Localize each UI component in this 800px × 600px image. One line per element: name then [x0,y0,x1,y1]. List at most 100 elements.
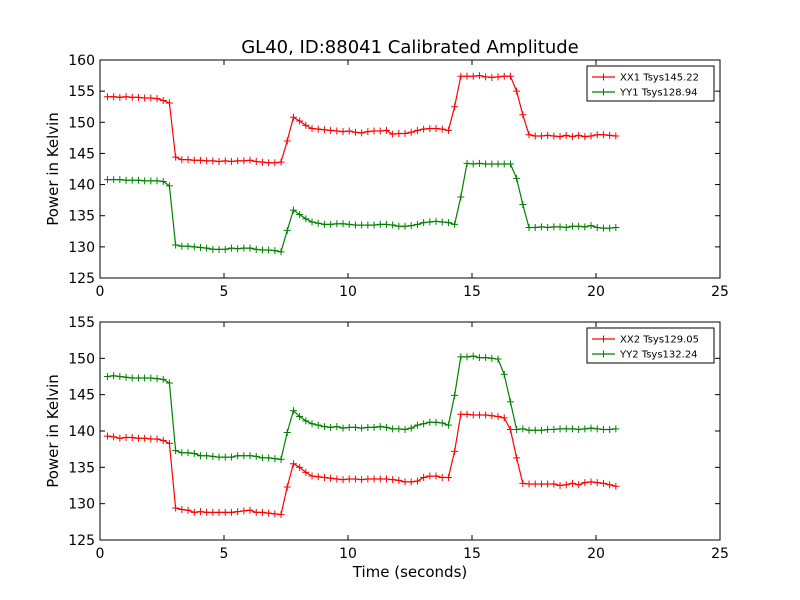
data-point [296,463,304,471]
data-point [513,87,521,95]
plot-panel-bottom: 0 5 10 15 20 25 125 130 135 140 145 150 155 Power in … [44,315,729,581]
data-point [172,504,180,512]
data-point [420,125,428,133]
data-point [122,434,130,442]
data-point [562,425,570,433]
series-markers-0 [103,72,620,167]
data-point [227,244,235,252]
series-markers-1 [103,352,620,463]
data-point [451,103,459,111]
data-point [556,482,564,489]
data-point [395,476,403,484]
data-point [599,426,607,434]
data-point [308,218,316,226]
data-point [147,374,155,382]
data-point [302,417,310,425]
data-point [444,219,452,227]
y-tick-label: 155 [68,315,95,331]
data-point [351,423,359,431]
data-point [389,130,397,138]
data-point [376,475,384,483]
data-point [575,426,583,434]
data-point [606,224,614,232]
data-point [240,157,248,165]
data-point [196,243,204,251]
x-tick-label: 0 [96,284,105,300]
data-point [370,423,378,431]
series-markers-0 [103,410,620,519]
data-point [128,93,136,101]
data-point [593,479,601,487]
chart-title: GL40, ID:88041 Calibrated Amplitude [241,37,579,58]
data-point [531,480,539,488]
data-point [234,452,242,460]
data-point [364,475,372,483]
data-point [519,479,527,487]
y-tick-label: 140 [68,178,95,194]
data-point [457,193,465,201]
data-point [401,478,409,486]
data-point [525,224,533,232]
data-point [159,177,167,185]
data-point [525,426,533,434]
data-point [587,478,595,486]
data-point [531,132,539,140]
data-point [401,129,409,137]
data-point [451,391,459,399]
data-point [463,353,471,361]
data-point [327,423,335,431]
data-point [190,243,198,251]
data-point [221,157,229,165]
data-point [339,476,347,484]
data-point [544,480,552,488]
data-point [568,222,576,230]
x-tick-label: 10 [339,284,357,300]
data-point [172,153,180,161]
data-point [525,480,533,488]
data-point [389,221,397,229]
x-tick-label: 5 [220,546,229,562]
data-point [289,113,297,121]
data-point [246,452,254,460]
data-point [283,428,291,436]
data-point [333,423,341,431]
data-point [209,452,217,460]
data-point [165,439,173,447]
data-point [382,475,390,483]
data-point [215,453,223,461]
data-point [550,223,558,231]
data-point [407,222,415,230]
data-point [296,412,304,420]
data-point [314,473,322,481]
data-point [401,222,409,230]
data-point [550,480,558,488]
data-point [500,414,508,422]
data-point [103,373,111,380]
data-point [407,128,415,136]
data-point [203,157,211,165]
data-point [258,158,266,166]
data-point [432,125,440,133]
data-point [327,220,335,228]
data-point [413,421,421,429]
x-tick-label: 15 [463,284,481,300]
data-point [190,156,198,164]
data-point [333,220,341,228]
data-point [314,125,322,133]
data-point [178,449,186,457]
y-tick-label: 135 [68,460,95,476]
data-point [296,117,304,125]
data-point [389,425,397,433]
data-point [358,476,366,484]
data-point [320,423,328,431]
data-point [506,160,514,168]
data-point [190,450,198,458]
data-point [246,156,254,164]
data-point [599,224,607,232]
data-point [141,374,149,382]
data-point [308,125,316,133]
data-point [544,224,552,232]
data-point [413,220,421,228]
data-point [271,247,279,255]
data-point [128,176,136,184]
